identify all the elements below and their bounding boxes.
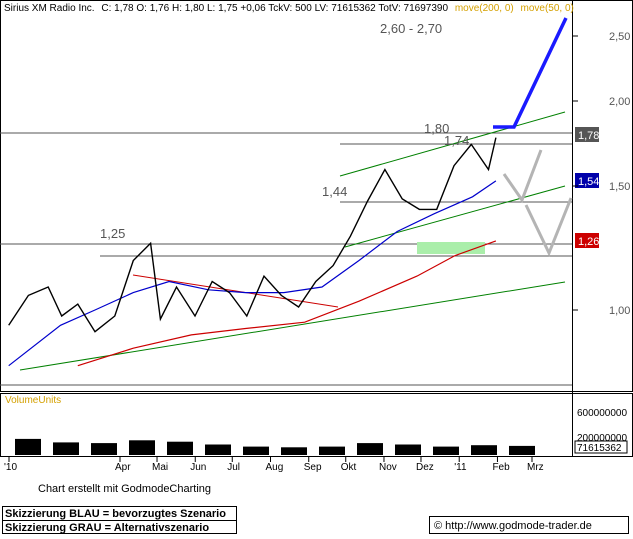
- volume-bar: [433, 446, 459, 455]
- volume-bar: [395, 444, 421, 455]
- price-tag-ma50-bg: [575, 173, 599, 188]
- vol-tick-200m: 200000000: [577, 433, 627, 444]
- channel-lower: [344, 185, 566, 248]
- x-tick-label: Sep: [304, 462, 322, 473]
- volume-bar: [91, 443, 117, 455]
- volume-bar: [129, 440, 155, 455]
- volume-bar: [167, 441, 193, 455]
- source-url[interactable]: © http://www.godmode-trader.de: [429, 516, 629, 534]
- annotation-144: 1,44: [322, 184, 347, 199]
- x-tick-label: Feb: [492, 462, 510, 473]
- price-tag-ma200-bg: [575, 233, 599, 248]
- chart-header: Sirius XM Radio Inc. C: 1,78 O: 1,76 H: …: [4, 3, 574, 14]
- x-tick-label: '11: [454, 462, 467, 473]
- ma50-line: [8, 180, 497, 367]
- trend-lines: [19, 111, 566, 371]
- price-tags: 1,78 1,54 1,26: [575, 127, 599, 248]
- x-tick-label: Jul: [227, 462, 240, 473]
- price-tag-last-bg: [575, 127, 599, 142]
- x-tick-label: Apr: [115, 462, 131, 473]
- x-tick-label: '10: [4, 462, 17, 473]
- quote-line: C: 1,78 O: 1,76 H: 1,80 L: 1,75 +0,06 Tc…: [101, 3, 448, 14]
- volume-bar: [471, 445, 497, 455]
- x-tick-label: Jun: [190, 462, 206, 473]
- channel-upper: [339, 111, 566, 177]
- volume-axis: 600000000 200000000 71615362: [574, 408, 628, 454]
- price-tag-ma50: 1,54: [578, 176, 599, 188]
- x-tick-label: Nov: [379, 462, 397, 473]
- chart-credit: Chart erstellt mit GodmodeCharting: [38, 483, 212, 495]
- price-panel-frame: [0, 0, 633, 392]
- y-tick-250: 2,50: [609, 31, 630, 43]
- downtrend-line: [132, 274, 339, 308]
- ticker-title: Sirius XM Radio Inc.: [4, 3, 95, 14]
- volume-bar: [357, 443, 383, 455]
- volume-bars: [15, 438, 535, 455]
- volume-last-tag-bg: [574, 440, 628, 454]
- legend-gray-scenario: Skizzierung GRAU = Alternativszenario: [2, 520, 237, 534]
- volume-bar: [15, 438, 41, 455]
- annotation-174: 1,74: [444, 133, 469, 148]
- ma200-line: [77, 240, 497, 367]
- x-axis: '10 Apr Mai Jun Jul Aug Sep Okt Nov Dez '11 Feb Mrz: [4, 457, 544, 473]
- volume-bar: [53, 442, 79, 455]
- price-tag-ma200: 1,26: [578, 236, 599, 248]
- volume-title: VolumeUnits: [5, 395, 61, 406]
- volume-bar: [205, 444, 231, 455]
- annotation-target: 2,60 - 2,70: [380, 21, 442, 36]
- volume-last-value: 71615362: [577, 443, 622, 454]
- ma50-label: move(50, 0): [521, 3, 574, 14]
- y-tick-200: 2,00: [609, 96, 630, 108]
- price-tag-last: 1,78: [578, 130, 599, 142]
- vol-tick-600m: 600000000: [577, 408, 627, 419]
- volume-bar: [319, 446, 345, 455]
- reference-lines: [0, 132, 572, 386]
- volume-bar: [281, 447, 307, 455]
- ma200-label: move(200, 0): [455, 3, 514, 14]
- annotation-125: 1,25: [100, 226, 125, 241]
- price-line: [8, 137, 497, 333]
- annotations: 1,25 1,44 1,74 1,80 2,60 - 2,70: [100, 21, 469, 241]
- x-tick-label: Okt: [341, 462, 357, 473]
- gray-scenario-path-1: [502, 149, 543, 204]
- blue-scenario-path: [493, 17, 568, 129]
- legend-blue-scenario: Skizzierung BLAU = bevorzugtes Szenario: [2, 506, 237, 520]
- annotation-180: 1,80: [424, 121, 449, 136]
- x-tick-label: Mai: [152, 462, 168, 473]
- volume-bar: [243, 446, 269, 455]
- volume-bar: [509, 445, 535, 455]
- x-tick-label: Aug: [265, 462, 283, 473]
- y-tick-150: 1,50: [609, 181, 630, 193]
- x-tick-label: Mrz: [527, 462, 544, 473]
- gray-scenario-path-2: [524, 197, 573, 257]
- x-tick-label: Dez: [416, 462, 434, 473]
- y-axis: 2,50 2,00 1,50 1,00: [572, 31, 630, 317]
- y-tick-100: 1,00: [609, 305, 630, 317]
